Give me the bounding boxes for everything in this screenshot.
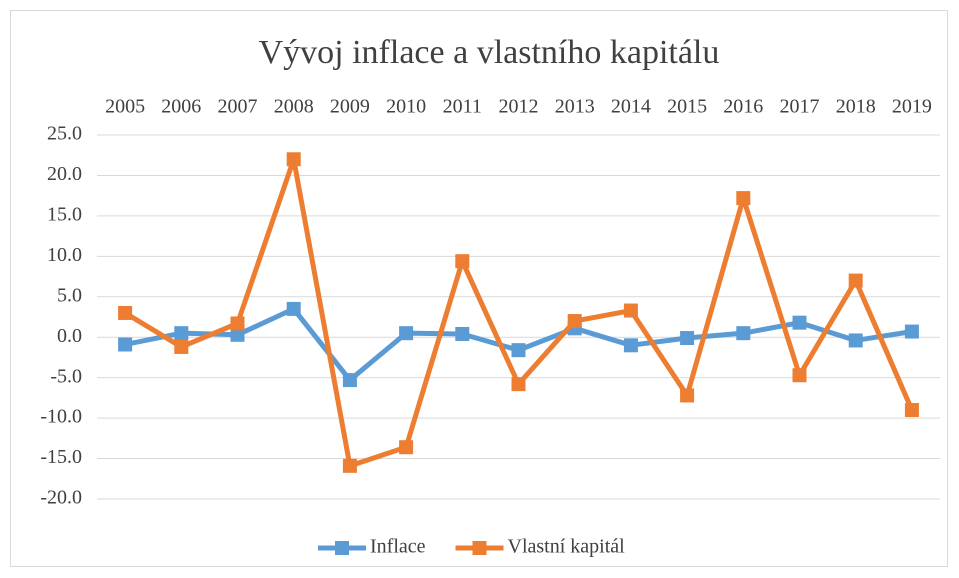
marker: [848, 273, 863, 288]
marker: [511, 377, 526, 392]
marker: [342, 458, 357, 473]
legend-marker: [335, 541, 349, 555]
x-tick-label: 2017: [780, 96, 820, 118]
x-tick-label: 2008: [274, 96, 314, 118]
legend-label: Inflace: [370, 536, 426, 558]
marker: [623, 338, 638, 353]
x-tick-label: 2011: [443, 96, 482, 118]
marker: [230, 316, 245, 331]
y-tick-label: 20.0: [47, 163, 82, 185]
marker: [455, 254, 470, 269]
x-tick-label: 2014: [611, 96, 651, 118]
marker: [399, 440, 414, 455]
marker: [342, 373, 357, 388]
x-tick-label: 2018: [836, 96, 876, 118]
marker: [174, 326, 189, 341]
y-tick-label: -20.0: [40, 487, 82, 509]
marker: [736, 326, 751, 341]
y-tick-label: -5.0: [50, 365, 82, 387]
legend-label: Vlastní kapitál: [508, 536, 626, 558]
marker: [399, 326, 414, 341]
y-tick-label: -15.0: [40, 446, 82, 468]
x-tick-label: 2013: [555, 96, 595, 118]
marker: [174, 339, 189, 354]
marker: [455, 326, 470, 341]
marker: [230, 327, 245, 342]
marker: [118, 337, 133, 352]
y-tick-label: 25.0: [47, 123, 82, 145]
x-tick-label: 2016: [723, 96, 763, 118]
marker: [848, 333, 863, 348]
x-tick-label: 2019: [892, 96, 932, 118]
x-tick-label: 2010: [386, 96, 426, 118]
x-tick-label: 2015: [667, 96, 707, 118]
x-tick-label: 2009: [330, 96, 370, 118]
marker: [792, 368, 807, 383]
x-tick-label: 2012: [499, 96, 539, 118]
y-tick-label: 10.0: [47, 244, 82, 266]
x-tick-label: 2006: [161, 96, 201, 118]
marker: [904, 403, 919, 418]
marker: [286, 152, 301, 167]
x-tick-label: 2007: [218, 96, 258, 118]
marker: [680, 388, 695, 403]
legend-marker: [472, 541, 487, 555]
x-tick-label: 2005: [105, 96, 145, 118]
marker: [286, 301, 301, 316]
y-tick-label: 15.0: [47, 203, 82, 225]
marker: [736, 191, 751, 206]
chart-title: Vývoj inflace a vlastního kapitálu: [259, 34, 720, 71]
marker: [623, 303, 638, 318]
marker: [511, 343, 526, 358]
chart-border: [10, 10, 948, 567]
marker: [680, 331, 695, 346]
y-tick-label: 5.0: [57, 284, 82, 306]
marker: [567, 314, 582, 329]
y-tick-label: -10.0: [40, 406, 82, 428]
marker: [118, 305, 133, 320]
marker: [904, 324, 919, 339]
marker: [792, 315, 807, 330]
y-tick-label: 0.0: [57, 325, 82, 347]
